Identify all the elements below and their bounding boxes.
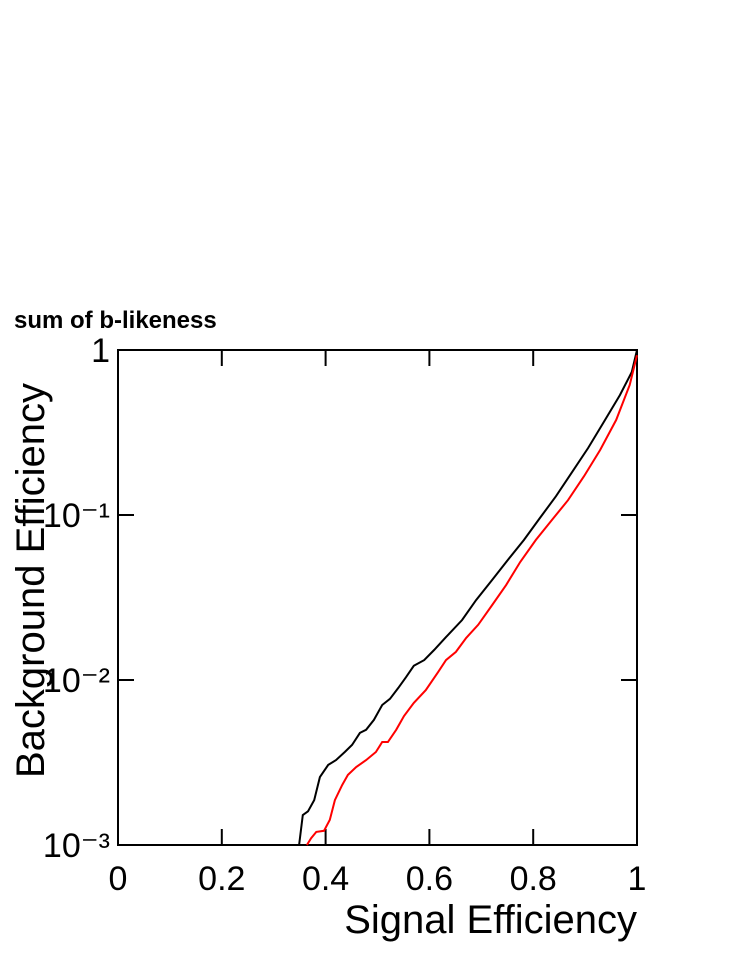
chart-title: sum of b-likeness: [14, 307, 217, 334]
y-tick-label: 1: [91, 332, 110, 370]
x-tick-label: 0.8: [510, 860, 557, 898]
y-tick-label: 10⁻²: [43, 662, 110, 700]
x-tick-label: 1: [628, 860, 647, 898]
y-tick-label: 10⁻³: [43, 827, 110, 865]
y-tick-label: 10⁻¹: [43, 497, 110, 535]
x-tick-label: 0.4: [302, 860, 349, 898]
x-tick-label: 0.2: [198, 860, 245, 898]
x-axis-label: Signal Efficiency: [344, 898, 637, 942]
data-line: [306, 354, 638, 846]
plot-frame: [117, 349, 638, 846]
x-tick-label: 0: [109, 860, 128, 898]
x-tick-label: 0.6: [406, 860, 453, 898]
y-axis-label: Background Efficiency: [9, 383, 53, 778]
data-line: [298, 349, 638, 846]
